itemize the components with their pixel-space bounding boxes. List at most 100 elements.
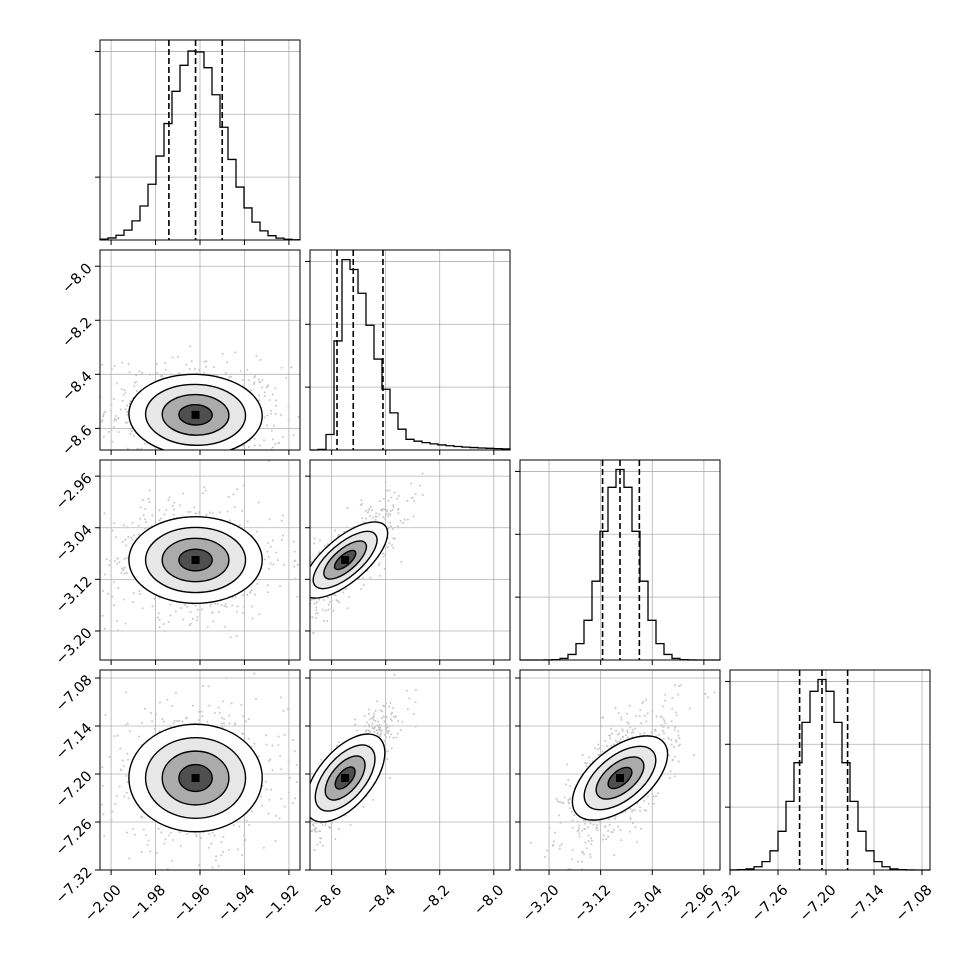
scatter-point [265,424,268,427]
scatter-point [278,880,280,882]
scatter-point [629,807,632,810]
scatter-point [227,376,230,379]
scatter-point [96,541,98,543]
scatter-panel-3-2 [515,669,721,875]
scatter-point [138,592,141,595]
scatter-point [281,514,284,517]
scatter-point [263,391,266,394]
scatter-point [235,610,238,613]
scatter-point [343,530,346,533]
scatter-point [381,508,384,511]
scatter-point [144,442,147,445]
scatter-point [375,729,378,732]
scatter-point [172,513,175,516]
scatter-point [151,720,154,723]
scatter-point [602,838,605,841]
scatter-point [272,881,274,883]
scatter-point [295,858,297,860]
scatter-point [363,715,366,718]
scatter-point [642,700,645,703]
scatter-point [292,621,294,623]
scatter-point [148,489,151,492]
scatter-point [101,784,104,787]
scatter-point [152,453,154,455]
scatter-point [200,710,203,713]
scatter-point [597,743,600,746]
scatter-point [186,456,188,458]
scatter-point [335,599,338,602]
scatter-point [379,709,382,712]
scatter-point [269,879,271,881]
scatter-point [297,629,299,631]
scatter-point [230,702,233,705]
scatter-point [176,719,179,722]
scatter-point [281,435,284,438]
scatter-point [578,835,581,838]
scatter-point [373,727,376,730]
scatter-point [298,804,300,806]
scatter-point [125,774,128,777]
scatter-point [313,829,316,832]
scatter-point [113,581,116,584]
scatter-point [104,627,107,630]
scatter-point [221,700,224,703]
scatter-point [628,704,631,707]
scatter-point [161,717,164,720]
scatter-point [393,491,396,494]
scatter-point [389,509,392,512]
scatter-point [392,506,395,509]
scatter-point [390,496,393,499]
scatter-point [707,696,710,699]
scatter-point [599,823,602,826]
scatter-point [313,602,316,605]
scatter-point [261,451,263,453]
scatter-point [571,819,574,822]
scatter-point [390,713,393,716]
scatter-point [367,729,370,732]
scatter-point [290,594,292,596]
scatter-point [223,625,226,628]
scatter-point [91,427,93,429]
scatter-point [141,371,144,374]
scatter-body [520,670,720,870]
scatter-point [155,852,158,855]
scatter-point [203,371,206,374]
scatter-point [657,733,660,736]
scatter-point [614,706,617,709]
scatter-point [671,707,674,710]
scatter-point [289,608,291,610]
scatter-point [274,404,277,407]
scatter-point [253,444,256,447]
scatter-point [208,833,211,836]
scatter-point [290,366,293,369]
scatter-point [222,836,225,839]
scatter-point [294,797,297,800]
scatter-point [657,792,660,795]
scatter-point [362,577,365,580]
scatter-point [144,520,147,523]
scatter-point [373,730,376,733]
scatter-point [272,848,274,850]
scatter-point [590,843,593,846]
histogram-step [309,258,511,451]
scatter-point [220,841,223,844]
density-peak [341,556,350,564]
scatter-point [168,496,171,499]
scatter-point [283,733,286,736]
histogram-step [99,50,301,241]
scatter-point [315,830,318,833]
scatter-point [344,587,347,590]
scatter-point [118,785,121,788]
panel-frame [519,669,721,871]
scatter-point [645,720,648,723]
scatter-point [385,730,388,733]
scatter-point [223,605,226,608]
scatter-point [134,381,137,384]
scatter-point [125,791,128,794]
scatter-point [643,800,646,803]
scatter-point [251,605,254,608]
scatter-point [346,607,349,610]
scatter-point [390,733,393,736]
scatter-point [303,592,305,594]
scatter-point [108,756,111,759]
